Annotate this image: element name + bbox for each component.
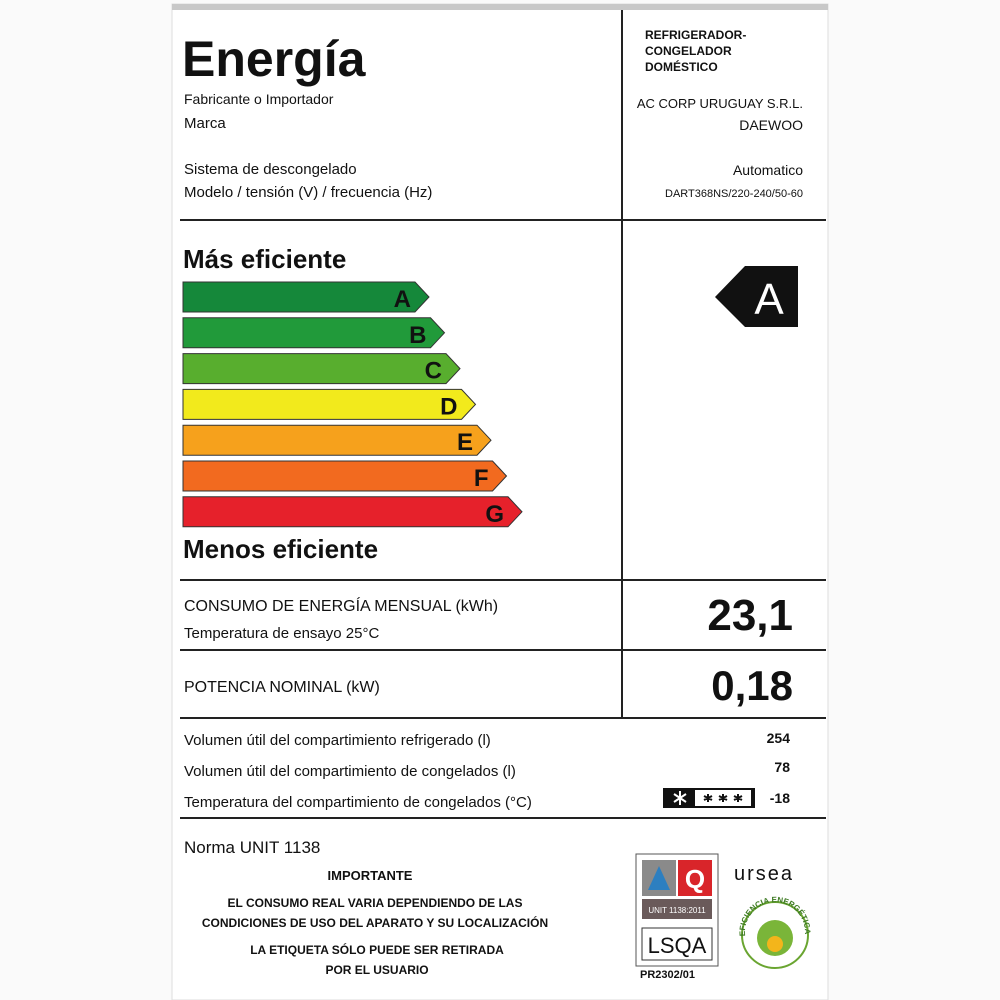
consumption-label: CONSUMO DE ENERGÍA MENSUAL (kWh) (184, 596, 498, 615)
volume-label: Volumen útil del compartimiento refriger… (184, 732, 491, 749)
volume-value: 78 (774, 759, 790, 775)
cert-q-box (678, 860, 712, 896)
notice-line: EL CONSUMO REAL VARIA DEPENDIENDO DE LAS (228, 896, 523, 910)
class-letter: F (474, 465, 489, 492)
cert-code: PR2302/01 (640, 969, 695, 981)
product-type: DOMÉSTICO (645, 59, 718, 74)
volume-label: Volumen útil del compartimiento de conge… (184, 763, 516, 780)
product-type: REFRIGERADOR- (645, 28, 746, 42)
class-bar (182, 281, 430, 313)
field-label: Fabricante o Importador (184, 91, 334, 107)
field-label: Marca (184, 115, 226, 132)
power-value: 0,18 (711, 662, 793, 709)
test-temperature: Temperatura de ensayo 25°C (184, 625, 379, 642)
class-bar (182, 460, 508, 492)
notice-line: CONDICIONES DE USO DEL APARATO Y SU LOCA… (202, 915, 548, 930)
class-letter: C (425, 358, 442, 385)
regulator: ursea (734, 863, 794, 885)
top-label: Más eficiente (183, 244, 346, 274)
volume-value: 254 (767, 730, 791, 746)
field-value: Automatico (733, 162, 803, 178)
consumption-value: 23,1 (707, 591, 793, 640)
class-bar (182, 424, 492, 456)
cert-mark: Q (685, 864, 705, 894)
class-bar (182, 388, 477, 420)
volume-value: -18 (770, 790, 790, 806)
class-bar (182, 317, 446, 349)
field-value: DAEWOO (739, 117, 803, 133)
field-label: Modelo / tensión (V) / frecuencia (Hz) (184, 184, 432, 201)
cert-brand: LSQA (648, 933, 707, 958)
class-letter: D (440, 393, 457, 420)
seal-drop (767, 936, 783, 952)
class-letter: B (409, 322, 426, 349)
rating: A (754, 275, 784, 324)
standard: Norma UNIT 1138 (184, 838, 320, 857)
cert-logo-triangle (648, 866, 670, 890)
cert-brand-box (641, 927, 713, 961)
product-type: CONGELADOR (645, 44, 732, 58)
class-letter: G (485, 501, 504, 528)
bottom-label: Menos eficiente (183, 534, 378, 564)
field-label: Sistema de descongelado (184, 161, 357, 178)
class-bar (182, 496, 523, 528)
field-value: DART368NS/220-240/50-60 (665, 188, 803, 200)
removal-line: POR EL USUARIO (325, 963, 428, 977)
power-label: POTENCIA NOMINAL (kW) (184, 679, 380, 696)
volume-label: Temperatura del compartimiento de congel… (184, 794, 532, 811)
notice-title: IMPORTANTE (328, 868, 413, 883)
rating-arrow (715, 266, 798, 327)
cert-standard-box (642, 899, 712, 919)
class-letter: E (457, 429, 473, 456)
title: Energía (182, 31, 367, 87)
top-edge (172, 4, 828, 10)
class-bar (182, 353, 461, 385)
removal-line: LA ETIQUETA SÓLO PUEDE SER RETIRADA (250, 942, 504, 957)
class-letter: A (394, 286, 411, 313)
cert-standard: UNIT 1138:2011 (648, 906, 706, 915)
freezer-stars-icon (663, 788, 755, 808)
field-value: AC CORP URUGUAY S.R.L. (637, 96, 803, 111)
